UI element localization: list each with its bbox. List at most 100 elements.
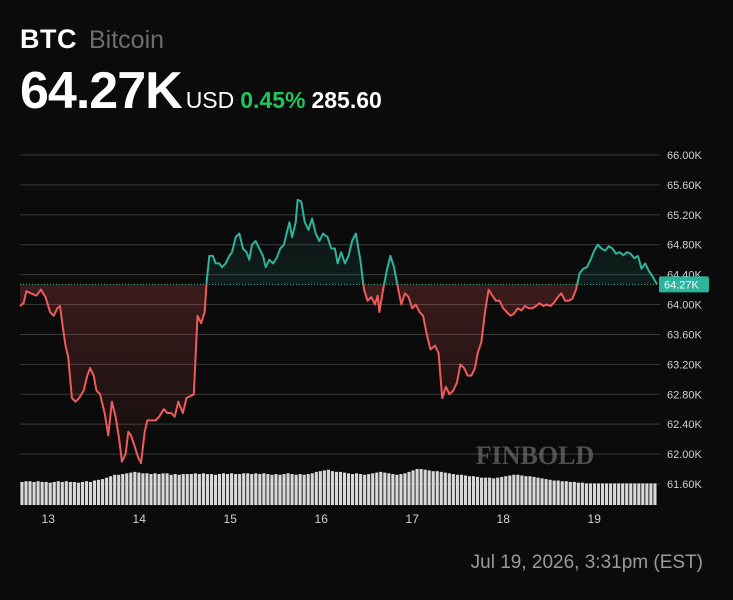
volume-bar bbox=[113, 474, 117, 505]
volume-bar bbox=[629, 483, 633, 505]
volume-bar bbox=[443, 472, 447, 505]
volume-bar bbox=[584, 483, 588, 505]
volume-bar bbox=[32, 481, 36, 505]
volume-bar bbox=[395, 474, 399, 505]
volume-bar bbox=[480, 477, 484, 505]
asset-name: Bitcoin bbox=[89, 26, 165, 54]
price-currency: USD bbox=[185, 87, 235, 113]
volume-bar bbox=[492, 478, 496, 505]
volume-bar bbox=[576, 482, 580, 505]
y-tick-label: 62.80K bbox=[667, 389, 703, 401]
volume-bar bbox=[153, 473, 157, 505]
volume-bar bbox=[137, 472, 141, 505]
volume-bar bbox=[653, 483, 657, 505]
volume-bar bbox=[588, 483, 592, 505]
volume-bar bbox=[496, 477, 500, 505]
volume-bar bbox=[548, 479, 552, 505]
y-tick-label: 63.60K bbox=[667, 329, 703, 341]
volume-bar bbox=[84, 481, 89, 505]
y-tick-label: 62.40K bbox=[667, 419, 703, 431]
volume-bar bbox=[617, 483, 621, 505]
asset-header: BTC Bitcoin 64.27K USD 0.45% 285.60 bbox=[20, 24, 382, 121]
volume-bar bbox=[560, 481, 564, 505]
ticker-row: BTC Bitcoin bbox=[20, 24, 382, 55]
volume-bar bbox=[334, 471, 338, 505]
volume-bar bbox=[451, 474, 455, 505]
volume-bar bbox=[185, 474, 189, 505]
volume-bar bbox=[363, 474, 367, 505]
x-tick-label: 14 bbox=[133, 512, 147, 526]
volume-bar bbox=[359, 474, 363, 505]
volume-bar bbox=[350, 474, 355, 505]
volume-bar bbox=[484, 477, 488, 505]
volume-bar bbox=[80, 481, 85, 505]
volume-bar bbox=[338, 471, 343, 505]
volume-bar bbox=[197, 474, 201, 505]
volume-bar bbox=[230, 473, 234, 505]
volume-bar bbox=[302, 474, 306, 505]
volume-bar bbox=[520, 475, 524, 505]
volume-bar bbox=[540, 478, 544, 505]
volume-bar bbox=[177, 474, 181, 505]
volume-bar bbox=[133, 471, 137, 505]
y-tick-label: 65.60K bbox=[667, 180, 703, 192]
volume-bar bbox=[407, 471, 411, 505]
volume-bar bbox=[209, 474, 214, 505]
volume-bar bbox=[266, 474, 270, 505]
volume-bar bbox=[36, 481, 40, 505]
area-fill-above bbox=[206, 199, 657, 285]
volume-bar bbox=[274, 474, 278, 505]
volume-bar bbox=[580, 482, 584, 505]
volume-bar bbox=[403, 473, 407, 505]
volume-bar bbox=[314, 471, 318, 505]
volume-bar bbox=[633, 483, 637, 505]
volume-bar bbox=[568, 481, 572, 505]
volume-bar bbox=[355, 473, 359, 505]
volume-bar bbox=[592, 483, 597, 505]
volume-bar bbox=[201, 473, 205, 505]
volume-bar bbox=[121, 474, 125, 505]
volume-bar bbox=[262, 473, 266, 505]
volume-bar bbox=[322, 470, 326, 505]
volume-bar bbox=[141, 473, 145, 505]
volume-bar bbox=[544, 479, 548, 505]
volume-bar bbox=[463, 475, 468, 505]
volume-bar bbox=[258, 474, 262, 505]
volume-bar bbox=[564, 481, 568, 505]
volume-bar bbox=[572, 481, 576, 505]
volume-bars bbox=[20, 469, 657, 505]
volume-bar bbox=[52, 481, 56, 505]
y-tick-label: 66.00K bbox=[667, 150, 703, 162]
volume-bar bbox=[205, 474, 209, 505]
y-tick-label: 63.20K bbox=[667, 359, 703, 371]
volume-bar bbox=[97, 479, 101, 505]
volume-bar bbox=[399, 474, 403, 505]
y-tick-label: 64.80K bbox=[667, 240, 703, 252]
volume-bar bbox=[76, 482, 80, 505]
volume-bar bbox=[28, 481, 32, 505]
volume-bar bbox=[645, 483, 649, 505]
volume-bar bbox=[44, 481, 48, 505]
volume-bar bbox=[149, 474, 153, 505]
volume-bar bbox=[528, 476, 532, 505]
current-price: 64.27K bbox=[20, 62, 183, 120]
volume-bar bbox=[101, 479, 105, 505]
volume-bar bbox=[637, 483, 641, 505]
y-axis-labels: 66.00K65.60K65.20K64.80K64.40K64.00K63.6… bbox=[667, 150, 703, 491]
price-change-percent: 0.45% bbox=[240, 87, 306, 113]
chart-timestamp: Jul 19, 2026, 3:31pm (EST) bbox=[470, 552, 703, 573]
area-fill-below bbox=[20, 284, 657, 464]
volume-bar bbox=[20, 481, 24, 505]
volume-bar bbox=[318, 471, 322, 505]
volume-bar bbox=[455, 474, 459, 505]
volume-bar bbox=[193, 473, 197, 505]
volume-bar bbox=[157, 474, 161, 505]
current-price-tag: 64.27K bbox=[659, 276, 709, 293]
x-tick-label: 19 bbox=[588, 512, 602, 526]
volume-bar bbox=[246, 473, 250, 505]
volume-bar bbox=[306, 474, 310, 505]
volume-bar bbox=[64, 481, 68, 505]
volume-bar bbox=[415, 469, 419, 505]
volume-bar bbox=[60, 481, 64, 505]
